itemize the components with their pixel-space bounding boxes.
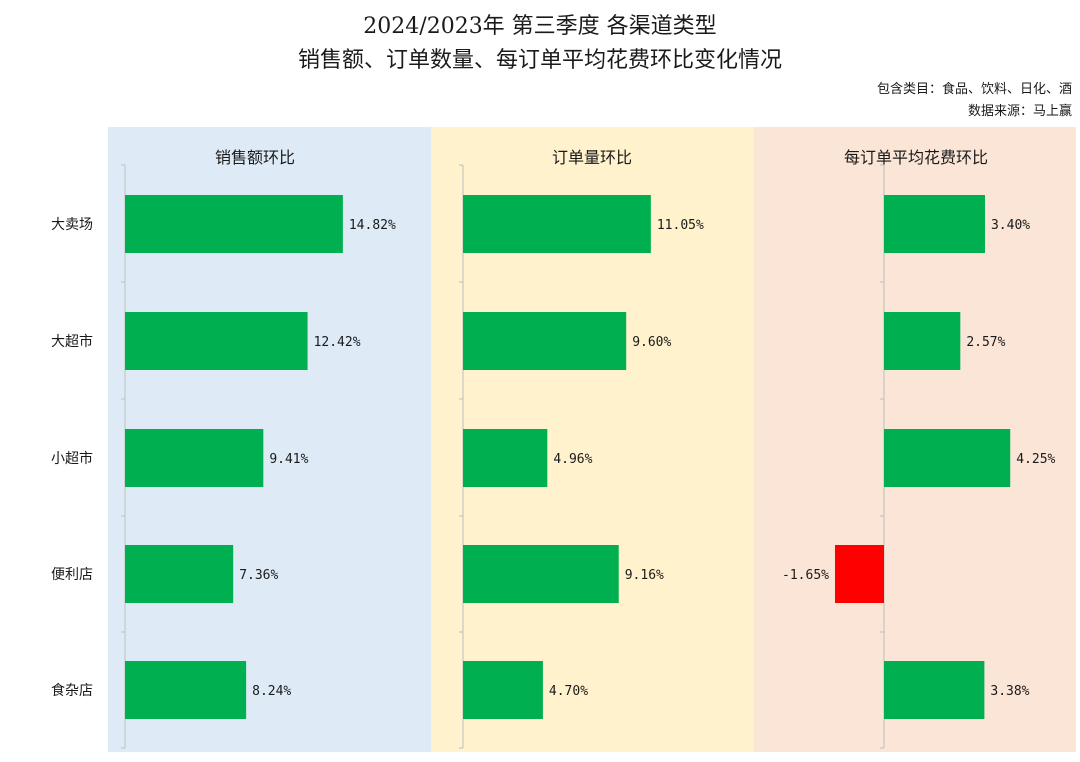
panel-title-2: 订单量环比 (552, 148, 632, 167)
bar-1-3 (125, 429, 264, 487)
bar-1-4 (125, 545, 234, 603)
note-categories: 包含类目：食品、饮料、日化、酒 (876, 82, 1072, 97)
bar-3-5 (884, 661, 985, 719)
bar-1-1 (125, 195, 343, 253)
panel-title-1: 销售额环比 (215, 148, 295, 167)
data-label-3-4: -1.65% (782, 568, 829, 583)
data-label-3-1: 3.40% (991, 218, 1030, 233)
chart-title-line1: 2024/2023年 第三季度 各渠道类型 (363, 14, 717, 39)
bar-3-3 (884, 429, 1011, 487)
bar-3-4 (834, 545, 884, 603)
bar-3-1 (884, 195, 985, 253)
data-label-2-5: 4.70% (549, 684, 588, 699)
category-label-3: 小超市 (51, 450, 93, 467)
data-label-2-2: 9.60% (632, 335, 671, 350)
data-label-3-5: 3.38% (990, 684, 1029, 699)
bar-1-5 (125, 661, 247, 719)
category-label-1: 大卖场 (51, 217, 93, 233)
data-label-1-4: 7.36% (239, 568, 278, 583)
data-label-1-3: 9.41% (269, 452, 308, 467)
bar-3-2 (884, 312, 961, 370)
data-label-2-3: 4.96% (553, 452, 592, 467)
category-label-5: 食杂店 (51, 682, 93, 699)
data-label-3-2: 2.57% (966, 335, 1005, 350)
data-label-1-5: 8.24% (252, 684, 291, 699)
data-label-2-1: 11.05% (657, 218, 704, 233)
data-label-2-4: 9.16% (625, 568, 664, 583)
category-label-2: 大超市 (51, 333, 93, 350)
bar-2-3 (463, 429, 548, 487)
data-label-1-1: 14.82% (349, 218, 396, 233)
chart-title-line2: 销售额、订单数量、每订单平均花费环比变化情况 (297, 48, 782, 73)
note-source: 数据来源：马上赢 (967, 104, 1072, 119)
bar-2-2 (463, 312, 627, 370)
category-label-4: 便利店 (51, 567, 93, 583)
bar-2-5 (463, 661, 543, 719)
bar-2-1 (463, 195, 651, 253)
panel-title-3: 每订单平均花费环比 (844, 148, 988, 167)
bar-2-4 (463, 545, 619, 603)
bar-1-2 (125, 312, 308, 370)
data-label-3-3: 4.25% (1016, 452, 1055, 467)
data-label-1-2: 12.42% (314, 335, 361, 350)
